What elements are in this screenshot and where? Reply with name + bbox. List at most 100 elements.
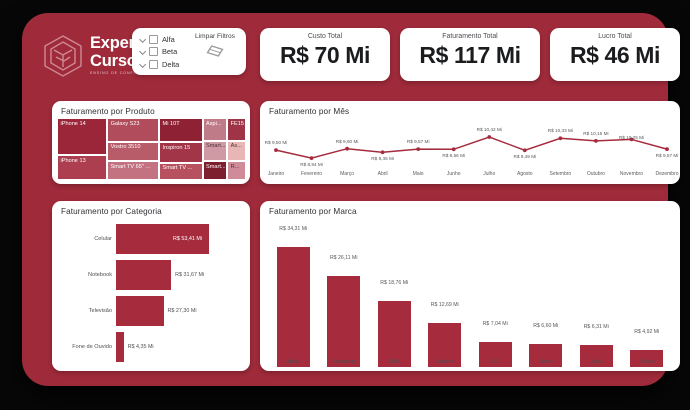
brand-axis-label: Dell: [389, 359, 399, 365]
category-axis-label: Celular: [94, 236, 112, 242]
line-axis-label: Março: [340, 171, 355, 177]
filter-list: Alfa Beta Delta: [138, 33, 179, 71]
line-chart-plot[interactable]: R$ 9,50 Mi R$ 8,94 Mi R$ 9,60 Mi R$ 9,35 Mi…: [264, 117, 679, 182]
kpi-card-faturamento-total: Faturamento Total R$ 117 Mi: [400, 28, 540, 81]
treemap-cell[interactable]: Smart TV 65" ...: [107, 161, 160, 180]
brand-data-label: R$ 34,31 Mi: [279, 226, 308, 232]
brand-bar[interactable]: [529, 343, 563, 367]
line-axis-label: Novembro: [619, 171, 643, 177]
line-data-label: R$ 8,94 Mi: [300, 162, 323, 168]
brand-bar-column[interactable]: R$ 26,11 Mi Samsung: [327, 221, 361, 367]
line-axis-label: Julho: [483, 171, 496, 177]
brand-bar[interactable]: [579, 344, 613, 367]
brand-axis-label: Apple: [286, 359, 301, 365]
brand-data-label: R$ 4,92 Mi: [634, 328, 660, 335]
treemap-column: iPhone 14 iPhone 13: [57, 118, 108, 180]
brand-bar[interactable]: [327, 275, 361, 367]
filter-label-delta: Delta: [162, 59, 180, 69]
treemap-cell-label: Vostro 3510: [110, 144, 141, 151]
treemap-cell[interactable]: Smart...: [202, 140, 228, 162]
line-data-label: R$ 9,49 Mi: [513, 154, 537, 160]
line-data-label: R$ 10,33 Mi: [547, 128, 573, 134]
kpi-title: Lucro Total: [598, 33, 632, 40]
category-axis-label: Notebook: [88, 272, 112, 278]
brand-data-label: R$ 26,11 Mi: [329, 254, 358, 261]
checkbox-alfa[interactable]: [149, 34, 158, 44]
treemap-cell-label: Inspiron 15: [162, 144, 191, 151]
treemap-cell-label: Aspi...: [206, 120, 222, 127]
line-data-label: R$ 9,57 Mi: [406, 139, 430, 145]
line-axis-label: Janeiro: [267, 171, 285, 177]
brand-bar-column[interactable]: R$ 4,92 Mi Philips: [630, 221, 664, 367]
card-title: Faturamento por Produto: [61, 107, 155, 116]
filter-label-alfa: Alfa: [162, 34, 175, 44]
line-data-label: R$ 9,56 Mi: [442, 153, 466, 159]
brand-name-line1: Expert: [90, 34, 141, 52]
chevron-down-icon[interactable]: [138, 47, 147, 56]
brand-chart-plot[interactable]: R$ 34,31 Mi Apple R$ 26,11 Mi Samsung R$ 18,…: [268, 221, 672, 367]
brand-axis-label: Xiaomi: [436, 359, 453, 365]
category-chart-plot[interactable]: Celular R$ 53,41 Mi Notebook R$ 31,67 Mi Tel…: [56, 221, 245, 365]
treemap-cell[interactable]: Galaxy S23: [107, 118, 160, 142]
brand-bar-column[interactable]: R$ 12,69 Mi Xiaomi: [428, 221, 462, 367]
category-bar-row[interactable]: Televisão R$ 27,30 Mi: [56, 293, 245, 329]
brand-data-label: R$ 6,60 Mi: [533, 322, 559, 329]
treemap-cell[interactable]: Mi 10T: [159, 118, 203, 143]
kpi-title: Custo Total: [307, 33, 343, 40]
treemap-cell[interactable]: iPhone 13: [57, 155, 108, 180]
hexagon-cube-logo-icon: [44, 35, 82, 77]
treemap-cell[interactable]: Smart TV ...: [159, 162, 203, 180]
line-axis-label: Outubro: [586, 171, 605, 177]
category-bar[interactable]: [116, 332, 124, 362]
clear-filters-button[interactable]: Limpar Filtros: [189, 33, 241, 63]
treemap-cell[interactable]: Inspiron 15: [159, 142, 203, 163]
brand-bar-column[interactable]: R$ 18,76 Mi Dell: [377, 221, 411, 367]
brand-bar-column[interactable]: R$ 6,31 Mi Vaio: [579, 221, 613, 367]
brand-axis-label: Philips: [638, 359, 655, 365]
brand-bar-column[interactable]: R$ 6,60 Mi Acer: [529, 221, 563, 367]
category-axis-label: Televisão: [88, 308, 112, 314]
brand-axis-label: Acer: [540, 359, 552, 365]
brand-bar[interactable]: [428, 322, 462, 367]
checkbox-beta[interactable]: [149, 47, 158, 57]
category-bar-row[interactable]: Fone de Ouvido R$ 4,35 Mi: [56, 329, 245, 365]
treemap-plot[interactable]: iPhone 14 iPhone 13 Galaxy S23 Vostro 3510 S…: [57, 118, 246, 180]
treemap-column: Galaxy S23 Vostro 3510 Smart TV 65" ...: [107, 118, 160, 180]
category-bar-row[interactable]: Celular R$ 53,41 Mi: [56, 221, 245, 257]
category-bar[interactable]: [116, 224, 209, 254]
brand-bar[interactable]: [478, 342, 512, 367]
treemap-cell[interactable]: As...: [227, 140, 246, 162]
filter-item-delta[interactable]: Delta: [138, 58, 179, 71]
line-series: [274, 135, 669, 160]
treemap-cell[interactable]: Aspi...: [202, 118, 228, 141]
chevron-down-icon[interactable]: [138, 60, 147, 69]
kpi-card-custo-total: Custo Total R$ 70 Mi: [260, 28, 390, 81]
filter-panel: Alfa Beta Delta Limpar Filtros: [132, 28, 246, 75]
brand-bar[interactable]: [377, 301, 411, 367]
category-bar[interactable]: [116, 296, 164, 326]
category-bar[interactable]: [116, 260, 172, 290]
brand-bar-column[interactable]: R$ 7,04 Mi LG: [478, 221, 512, 367]
brand-data-label: R$ 6,31 Mi: [583, 323, 609, 330]
treemap-cell-label: As...: [230, 143, 242, 150]
brand-bar-column[interactable]: R$ 34,31 Mi Apple: [276, 221, 310, 367]
treemap-cell[interactable]: Smart...: [202, 161, 228, 180]
checkbox-delta[interactable]: [149, 59, 158, 69]
brand-name-line2: Cursos: [90, 51, 146, 70]
brand-data-label: R$ 18,76 Mi: [380, 280, 409, 287]
chevron-down-icon[interactable]: [138, 35, 147, 44]
treemap-cell[interactable]: Vostro 3510: [107, 141, 160, 162]
treemap-cell[interactable]: FE15: [227, 118, 246, 141]
brand-bar[interactable]: [276, 247, 310, 367]
brand-bar[interactable]: [630, 349, 664, 367]
category-axis-label: Fone de Ouvido: [72, 344, 112, 350]
line-axis-label: Maio: [412, 171, 424, 177]
treemap-cell[interactable]: R...: [227, 161, 246, 180]
category-bar-row[interactable]: Notebook R$ 31,67 Mi: [56, 257, 245, 293]
filter-item-beta[interactable]: Beta: [138, 46, 179, 59]
eraser-icon[interactable]: [205, 44, 225, 58]
treemap-cell[interactable]: iPhone 14: [57, 118, 108, 156]
category-data-label: R$ 53,41 Mi: [173, 236, 203, 242]
filter-item-alfa[interactable]: Alfa: [138, 33, 179, 46]
line-data-label: R$ 9,35 Mi: [371, 156, 394, 162]
